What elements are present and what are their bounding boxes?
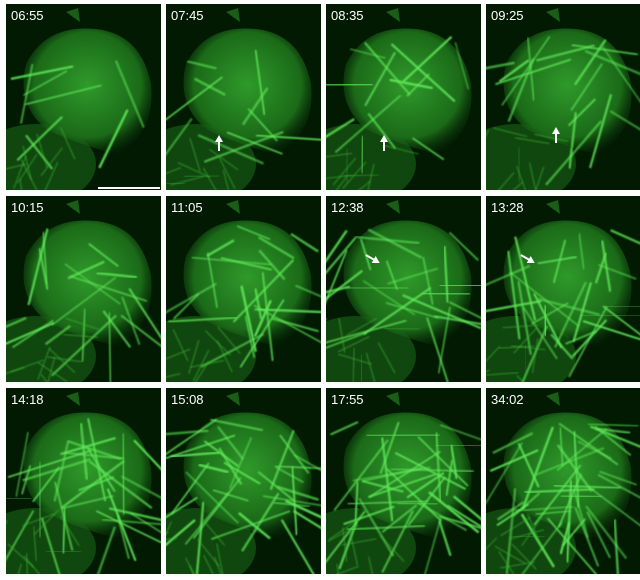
timestamp: 12:38 xyxy=(331,200,364,215)
filament xyxy=(362,136,363,173)
debris xyxy=(546,200,560,214)
micrograph xyxy=(166,4,321,190)
debris xyxy=(66,392,80,406)
filament xyxy=(366,435,439,436)
micrograph-panel: 14:18 xyxy=(6,388,161,574)
micrograph xyxy=(166,388,321,574)
filament xyxy=(519,147,520,182)
timestamp: 13:28 xyxy=(491,200,524,215)
timestamp: 08:35 xyxy=(331,8,364,23)
micrograph-panel: 13:28 xyxy=(486,196,640,382)
micrograph-panel: 08:35 xyxy=(326,4,481,190)
micrograph-panel: 11:05 xyxy=(166,196,321,382)
debris xyxy=(386,200,400,214)
debris xyxy=(386,8,400,22)
micrograph-panel: 12:38 xyxy=(326,196,481,382)
micrograph-panel: 09:25 xyxy=(486,4,640,190)
image-grid: 06:55 07:45 08:35 09:25 10:15 11:05 12:38 13:28… xyxy=(0,0,640,580)
micrograph-panel: 06:55 xyxy=(6,4,161,190)
timestamp: 34:02 xyxy=(491,392,524,407)
timestamp: 17:55 xyxy=(331,392,364,407)
micrograph xyxy=(326,196,481,382)
debris xyxy=(66,200,80,214)
micrograph xyxy=(6,388,161,574)
micrograph xyxy=(326,4,481,190)
filament xyxy=(615,519,620,574)
debris xyxy=(546,8,560,22)
micrograph-panel: 34:02 xyxy=(486,388,640,574)
debris xyxy=(226,200,240,214)
micrograph xyxy=(166,196,321,382)
micrograph xyxy=(486,388,640,574)
debris xyxy=(226,392,240,406)
micrograph-panel: 07:45 xyxy=(166,4,321,190)
micrograph xyxy=(486,196,640,382)
filament xyxy=(398,503,438,504)
timestamp: 06:55 xyxy=(11,8,44,23)
filament xyxy=(123,434,124,515)
timestamp: 10:15 xyxy=(11,200,44,215)
timestamp: 09:25 xyxy=(491,8,524,23)
micrograph-panel: 17:55 xyxy=(326,388,481,574)
filament xyxy=(561,496,602,497)
micrograph xyxy=(486,4,640,190)
filament xyxy=(282,520,317,574)
timestamp: 07:45 xyxy=(171,8,204,23)
debris xyxy=(66,8,80,22)
timestamp: 11:05 xyxy=(171,200,203,215)
timestamp: 15:08 xyxy=(171,392,204,407)
debris xyxy=(386,392,400,406)
filament xyxy=(509,536,544,537)
micrograph xyxy=(6,4,161,190)
filament xyxy=(326,84,373,85)
micrograph xyxy=(326,388,481,574)
filament xyxy=(545,305,546,336)
micrograph xyxy=(6,196,161,382)
timestamp: 14:18 xyxy=(11,392,44,407)
debris xyxy=(546,392,560,406)
micrograph-panel: 15:08 xyxy=(166,388,321,574)
filament xyxy=(422,293,470,294)
filament xyxy=(331,422,358,435)
debris xyxy=(226,8,240,22)
micrograph-panel: 10:15 xyxy=(6,196,161,382)
